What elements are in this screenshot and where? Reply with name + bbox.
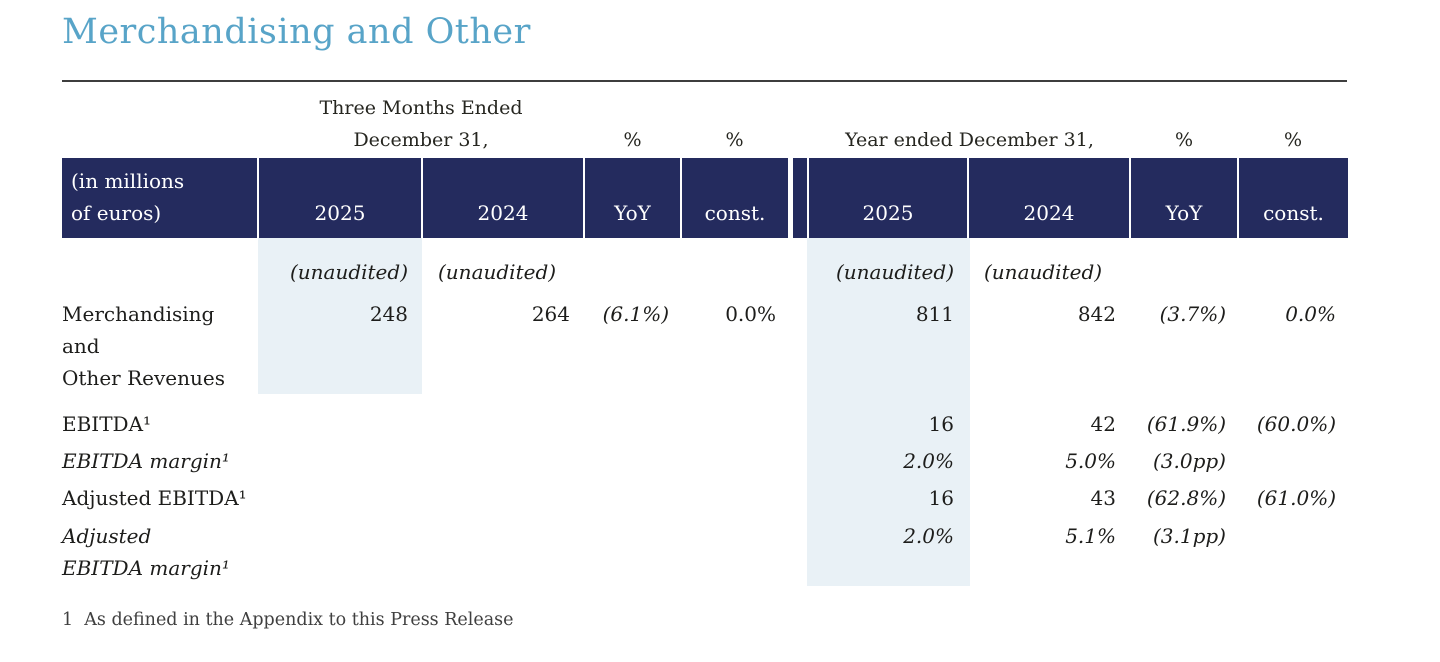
cell-ebitda-right-const: (60.0%): [1256, 412, 1336, 436]
cell-adj-margin-right-yoy: (3.1pp): [1152, 524, 1226, 548]
header-cell-right-2024: 2024: [969, 158, 1129, 238]
header-cell-left-2025: 2025: [259, 158, 421, 238]
cell-adj-ebitda-right-yoy: (62.8%): [1146, 486, 1226, 510]
percent-label-right-yoy: %: [1174, 129, 1194, 151]
header-cell-left-yoy: YoY: [585, 158, 680, 238]
row-label-adjusted-ebitda-margin: Adjusted EBITDA margin¹: [62, 524, 230, 580]
cell-left-2024-unaudited: (unaudited): [438, 260, 557, 284]
column-highlight-left-2025: [258, 238, 422, 394]
header-cell-left-2024: 2024: [423, 158, 583, 238]
cell-merch-left-yoy: (6.1%): [602, 302, 669, 326]
row-label-merchandising-revenues: Merchandising and Other Revenues: [62, 302, 225, 390]
cell-merch-left-2025: 248: [369, 302, 408, 326]
page-title: Merchandising and Other: [62, 12, 531, 52]
group-header-year-ended: Year ended December 31,: [845, 129, 1094, 151]
percent-label-right-const: %: [1283, 129, 1303, 151]
row-label-ebitda-margin: EBITDA margin¹: [62, 449, 230, 473]
cell-ebitda-margin-right-2025: 2.0%: [903, 449, 954, 473]
cell-adj-margin-right-2024: 5.1%: [1065, 524, 1116, 548]
cell-merch-left-2024: 264: [531, 302, 570, 326]
cell-adj-margin-right-2025: 2.0%: [903, 524, 954, 548]
header-spacer: [793, 158, 807, 238]
cell-merch-right-const: 0.0%: [1285, 302, 1336, 326]
title-divider-rule: [62, 80, 1347, 82]
footnote: 1 As defined in the Appendix to this Pre…: [62, 610, 514, 630]
cell-ebitda-right-yoy: (61.9%): [1146, 412, 1226, 436]
cell-ebitda-right-2025: 16: [928, 412, 954, 436]
row-label-adjusted-ebitda: Adjusted EBITDA¹: [62, 486, 247, 510]
cell-adj-ebitda-right-2025: 16: [928, 486, 954, 510]
cell-merch-right-2024: 842: [1077, 302, 1116, 326]
column-highlight-right-2025: [807, 238, 970, 586]
group-header-three-months-ended: Three Months Ended December 31,: [319, 97, 523, 151]
cell-right-2024-unaudited: (unaudited): [984, 260, 1103, 284]
cell-adj-ebitda-right-2024: 43: [1090, 486, 1116, 510]
cell-merch-left-const: 0.0%: [725, 302, 776, 326]
cell-ebitda-margin-right-yoy: (3.0pp): [1152, 449, 1226, 473]
cell-adj-ebitda-right-const: (61.0%): [1256, 486, 1336, 510]
header-cell-units: (in millions of euros): [62, 158, 257, 238]
row-label-ebitda: EBITDA¹: [62, 412, 152, 436]
cell-ebitda-margin-right-2024: 5.0%: [1065, 449, 1116, 473]
cell-merch-right-2025: 811: [915, 302, 954, 326]
cell-merch-right-yoy: (3.7%): [1159, 302, 1226, 326]
percent-label-left-const: %: [725, 129, 744, 151]
header-cell-right-yoy: YoY: [1131, 158, 1237, 238]
header-cell-right-const: const.: [1239, 158, 1348, 238]
cell-right-2025-unaudited: (unaudited): [835, 260, 954, 284]
cell-left-2025-unaudited: (unaudited): [289, 260, 408, 284]
cell-ebitda-right-2024: 42: [1090, 412, 1116, 436]
header-cell-left-const: const.: [682, 158, 788, 238]
header-cell-right-2025: 2025: [809, 158, 967, 238]
percent-label-left-yoy: %: [623, 129, 642, 151]
